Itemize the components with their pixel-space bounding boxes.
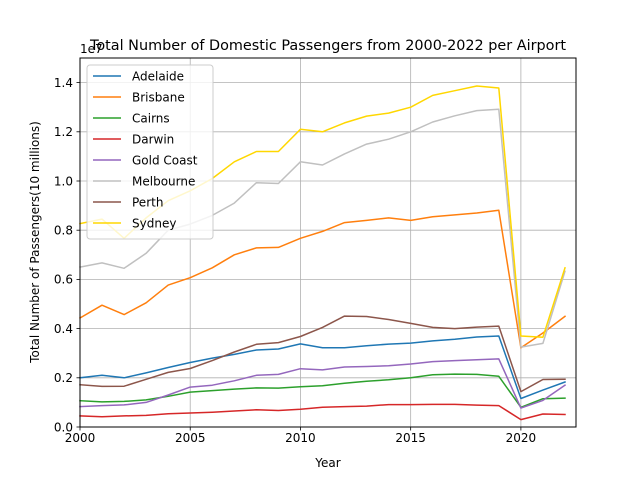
legend-label: Perth [132,196,163,210]
y-axis-label: Total Number of Passengers(10 millions) [28,121,42,364]
y-axis: 0.0 0.2 0.4 0.6 0.8 1.0 1.2 1.4 [54,76,80,434]
y-tick-label: 0.2 [54,371,73,385]
legend-label: Melbourne [132,175,195,189]
series-line-adelaide [79,335,566,400]
y-tick-label: 0.8 [54,224,73,238]
y-tick-label: 1.4 [54,76,73,90]
x-tick-label: 2010 [285,431,316,445]
y-offset-label: 1e7 [80,42,103,56]
legend-label: Adelaide [132,70,184,84]
y-tick-label: 0.4 [54,322,73,336]
y-tick-label: 1.2 [54,125,73,139]
legend-label: Cairns [132,112,170,126]
x-tick-label: 2020 [506,431,537,445]
y-tick-label: 0.6 [54,273,73,287]
y-tick-label: 0.0 [54,420,73,434]
x-tick-label: 2015 [395,431,426,445]
series-line-darwin [79,403,566,421]
y-tick-label: 1.0 [54,174,73,188]
grid [79,58,576,428]
x-tick-label: 2000 [65,431,96,445]
series-line-perth [79,315,566,393]
x-tick-label: 2005 [175,431,206,445]
legend-box [86,64,214,240]
x-axis: 2000 2005 2010 2015 2020 [65,427,536,445]
legend-label: Sydney [132,217,176,231]
legend: Adelaide Brisbane Cairns Darwin Gold Coast Me… [86,64,214,240]
series-line-gold-coast [79,358,567,409]
series-line-brisbane [78,209,567,349]
legend-label: Brisbane [132,91,185,105]
legend-label: Gold Coast [132,154,198,168]
chart-title: Total Number of Domestic Passengers from… [89,38,566,54]
plot-frame [79,57,577,428]
x-axis-label: Year [314,456,340,470]
legend-label: Darwin [132,133,174,147]
